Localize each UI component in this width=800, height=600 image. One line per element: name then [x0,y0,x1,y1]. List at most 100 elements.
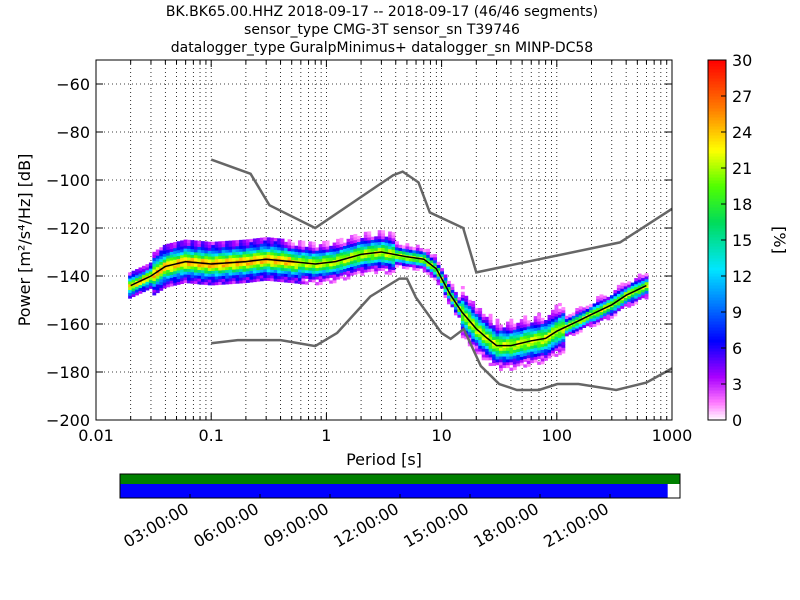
density-cell [481,354,486,358]
density-cell [242,248,247,252]
density-cell [471,303,476,308]
density-cell [329,263,334,267]
density-cell [304,255,309,259]
density-cell [211,244,216,248]
density-cell [467,302,472,306]
density-cell [460,326,465,330]
density-cell [377,261,382,266]
density-cell [412,252,417,257]
colorbar-cell [708,84,726,88]
density-cell [460,314,465,319]
density-cell [145,284,150,288]
density-cell [263,248,268,253]
time-tick-label: 06:00:00 [190,499,262,551]
density-cell [193,243,198,247]
density-cell [523,352,528,357]
density-cell [540,355,545,359]
density-cell [197,278,202,282]
density-cell [263,268,268,273]
density-cell [190,248,195,253]
density-cell [180,254,184,259]
density-cell [519,356,524,360]
density-cell [516,334,521,338]
density-cell [474,313,479,317]
density-cell [259,272,264,276]
density-cell [301,257,306,262]
density-cell [512,352,517,356]
density-cell [277,278,282,282]
density-cell [551,315,555,319]
density-cell [609,301,614,305]
colorbar-cell [708,360,726,364]
density-cell [311,256,316,260]
density-cell [557,325,562,330]
density-cell [471,318,476,322]
density-cell [377,233,382,237]
density-cell [530,331,535,335]
density-cell [360,261,365,265]
density-cell [644,276,649,280]
density-cell [155,289,160,294]
density-cell [630,302,635,307]
density-cell [495,330,500,334]
colorbar-cell [708,261,726,265]
density-cell [391,240,396,245]
density-cell [360,255,365,259]
density-cell [561,312,566,317]
density-cell [183,262,188,266]
density-cell [131,288,136,292]
density-cell [467,311,472,315]
density-cell [235,271,240,276]
density-cell [239,268,243,272]
density-cell [391,232,396,236]
density-cell [249,270,254,274]
title-line: datalogger_type GuralpMinimus+ datalogge… [171,40,593,56]
density-cell [599,297,604,301]
density-cell [488,333,493,338]
density-cell [284,279,288,283]
density-cell [135,289,139,293]
colorbar-cell [708,240,726,244]
density-cell [370,262,375,266]
density-cell [474,339,479,343]
density-cell [211,256,216,260]
density-cell [405,248,410,253]
density-cell [315,258,320,263]
density-cell [606,314,611,318]
density-cell [557,331,562,336]
density-cell [575,308,580,312]
density-cell [467,337,472,341]
density-cell [440,285,444,289]
density-cell [509,330,514,334]
density-cell [551,327,555,331]
density-cell [374,268,379,272]
colorbar-cell [708,135,726,139]
density-cell [356,238,361,243]
density-cell [277,255,282,259]
density-cell [204,278,209,283]
density-cell [256,255,261,259]
density-cell [630,294,635,298]
density-cell [492,348,496,352]
colorbar-cell [708,102,726,106]
density-cell [152,274,157,279]
density-cell [214,258,219,263]
density-cell [367,263,372,267]
density-cell [322,275,327,279]
density-cell [145,287,150,291]
density-cell [481,325,486,329]
density-cell [391,243,396,247]
density-cell [578,309,583,313]
density-cell [391,246,396,250]
density-cell [329,254,334,258]
density-cell [322,263,327,268]
density-cell [218,264,223,268]
data-coverage-bar: 03:00:0006:00:0009:00:0012:00:0015:00:00… [119,473,681,551]
density-cell [225,275,230,279]
density-cell [589,309,594,313]
density-cell [398,244,403,249]
density-cell [530,354,535,358]
density-cell [381,247,386,251]
density-cell [641,277,646,281]
density-cell [291,265,295,269]
